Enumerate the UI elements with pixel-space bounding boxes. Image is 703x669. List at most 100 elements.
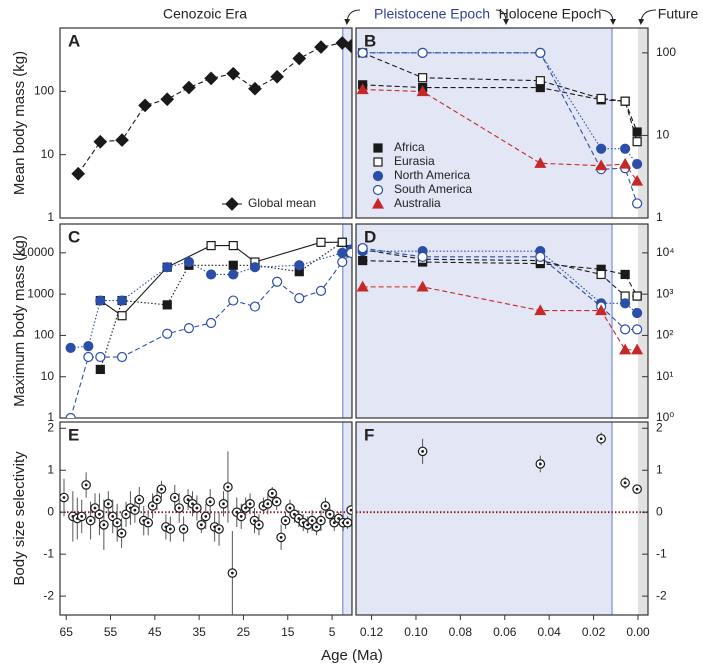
y-tick-label: 10³ xyxy=(656,286,673,300)
marker-circle xyxy=(357,47,368,58)
marker-point xyxy=(320,501,331,511)
marker-point xyxy=(417,446,428,457)
marker-circle xyxy=(620,143,631,154)
marker-triangle xyxy=(619,157,632,169)
marker-point xyxy=(632,484,642,494)
marker-circle xyxy=(294,260,305,271)
y-tick-label: 10² xyxy=(656,328,673,342)
marker-point xyxy=(60,492,69,503)
marker-dot xyxy=(284,519,287,522)
legend-label: Eurasia xyxy=(394,154,435,168)
marker-circle xyxy=(535,251,546,262)
marker-dot xyxy=(111,515,115,518)
marker-diamond xyxy=(226,66,241,81)
marker-point xyxy=(112,517,122,528)
marker-dot xyxy=(120,531,123,535)
x-tick-label: 0.00 xyxy=(626,625,650,639)
marker-circle xyxy=(417,251,428,262)
marker-circle xyxy=(294,293,305,304)
marker-diamond xyxy=(160,92,175,107)
series-line xyxy=(362,88,638,182)
marker-point xyxy=(76,511,87,522)
marker-dot xyxy=(191,502,194,506)
marker-point xyxy=(342,517,352,528)
marker-circle xyxy=(632,307,643,319)
marker-point xyxy=(116,528,127,538)
x-tick-label: 0.10 xyxy=(404,625,428,639)
marker-dot xyxy=(199,523,203,527)
series-line xyxy=(70,249,352,349)
marker-dot xyxy=(599,437,603,441)
era-band xyxy=(356,28,613,218)
panel-letter: D xyxy=(364,227,376,246)
marker-square xyxy=(632,137,642,147)
marker-diamond xyxy=(71,166,86,181)
marker-square xyxy=(535,76,545,86)
y-tick-label: 0 xyxy=(47,504,54,518)
marker-circle xyxy=(95,351,106,363)
marker-dot xyxy=(137,498,141,502)
marker-point xyxy=(165,524,176,534)
marker-square xyxy=(596,269,606,280)
x-tick-label: 0.12 xyxy=(360,625,384,639)
marker-circle xyxy=(205,317,217,329)
legend-marker xyxy=(371,197,385,209)
marker-triangle xyxy=(631,174,644,186)
marker-dot xyxy=(133,508,137,512)
series-line xyxy=(100,241,352,317)
marker-square xyxy=(95,364,105,375)
marker-dot xyxy=(230,571,234,575)
marker-dot xyxy=(160,487,163,491)
series-line xyxy=(362,84,638,133)
marker-dot xyxy=(115,521,119,525)
y-tick-label: 100 xyxy=(34,84,54,98)
marker-dot xyxy=(315,525,318,529)
marker-dot xyxy=(266,502,270,506)
marker-point xyxy=(245,499,255,509)
y-tick-label: 1 xyxy=(47,410,54,424)
marker-dot xyxy=(332,521,336,525)
era-label: Pleistocene Epoch xyxy=(374,6,490,22)
y-tick-label: 100 xyxy=(34,328,54,342)
marker-dot xyxy=(195,506,199,510)
marker-circle xyxy=(116,295,128,306)
marker-point xyxy=(620,478,630,488)
marker-circle xyxy=(83,351,94,363)
marker-dot xyxy=(288,506,292,510)
y-axis-label: Maximum body mass (kg) xyxy=(11,235,28,407)
panel-frame xyxy=(59,27,353,219)
marker-point xyxy=(152,494,162,505)
marker-square xyxy=(596,93,606,104)
marker-dot xyxy=(275,500,279,504)
marker-dot xyxy=(182,527,186,531)
marker-dot xyxy=(248,502,252,506)
panel-frame xyxy=(59,421,353,616)
marker-dot xyxy=(168,527,172,531)
marker-triangle xyxy=(595,159,608,171)
marker-triangle xyxy=(534,157,547,168)
era-label: Cenozoic Era xyxy=(163,6,247,22)
marker-dot xyxy=(204,515,208,518)
marker-dot xyxy=(226,485,230,489)
y-tick-label: 10⁴ xyxy=(656,245,675,259)
marker-circle xyxy=(162,328,173,339)
marker-dot xyxy=(106,502,110,506)
legend-label: Australia xyxy=(394,196,441,210)
marker-point xyxy=(223,482,233,492)
legend-label: Africa xyxy=(394,140,425,154)
marker-circle xyxy=(535,47,546,58)
marker-circle xyxy=(596,143,607,154)
marker-dot xyxy=(124,512,128,516)
x-tick-label: 45 xyxy=(148,625,162,639)
marker-dot xyxy=(349,508,352,512)
marker-point xyxy=(263,499,273,509)
marker-point xyxy=(535,459,546,469)
marker-square xyxy=(632,291,642,301)
era-arrow xyxy=(495,9,509,25)
y-tick-label: -2 xyxy=(43,588,54,602)
legend-marker xyxy=(372,184,384,196)
series-line xyxy=(77,42,352,175)
marker-circle xyxy=(620,324,631,335)
era-band xyxy=(342,28,352,218)
marker-point xyxy=(325,509,335,520)
